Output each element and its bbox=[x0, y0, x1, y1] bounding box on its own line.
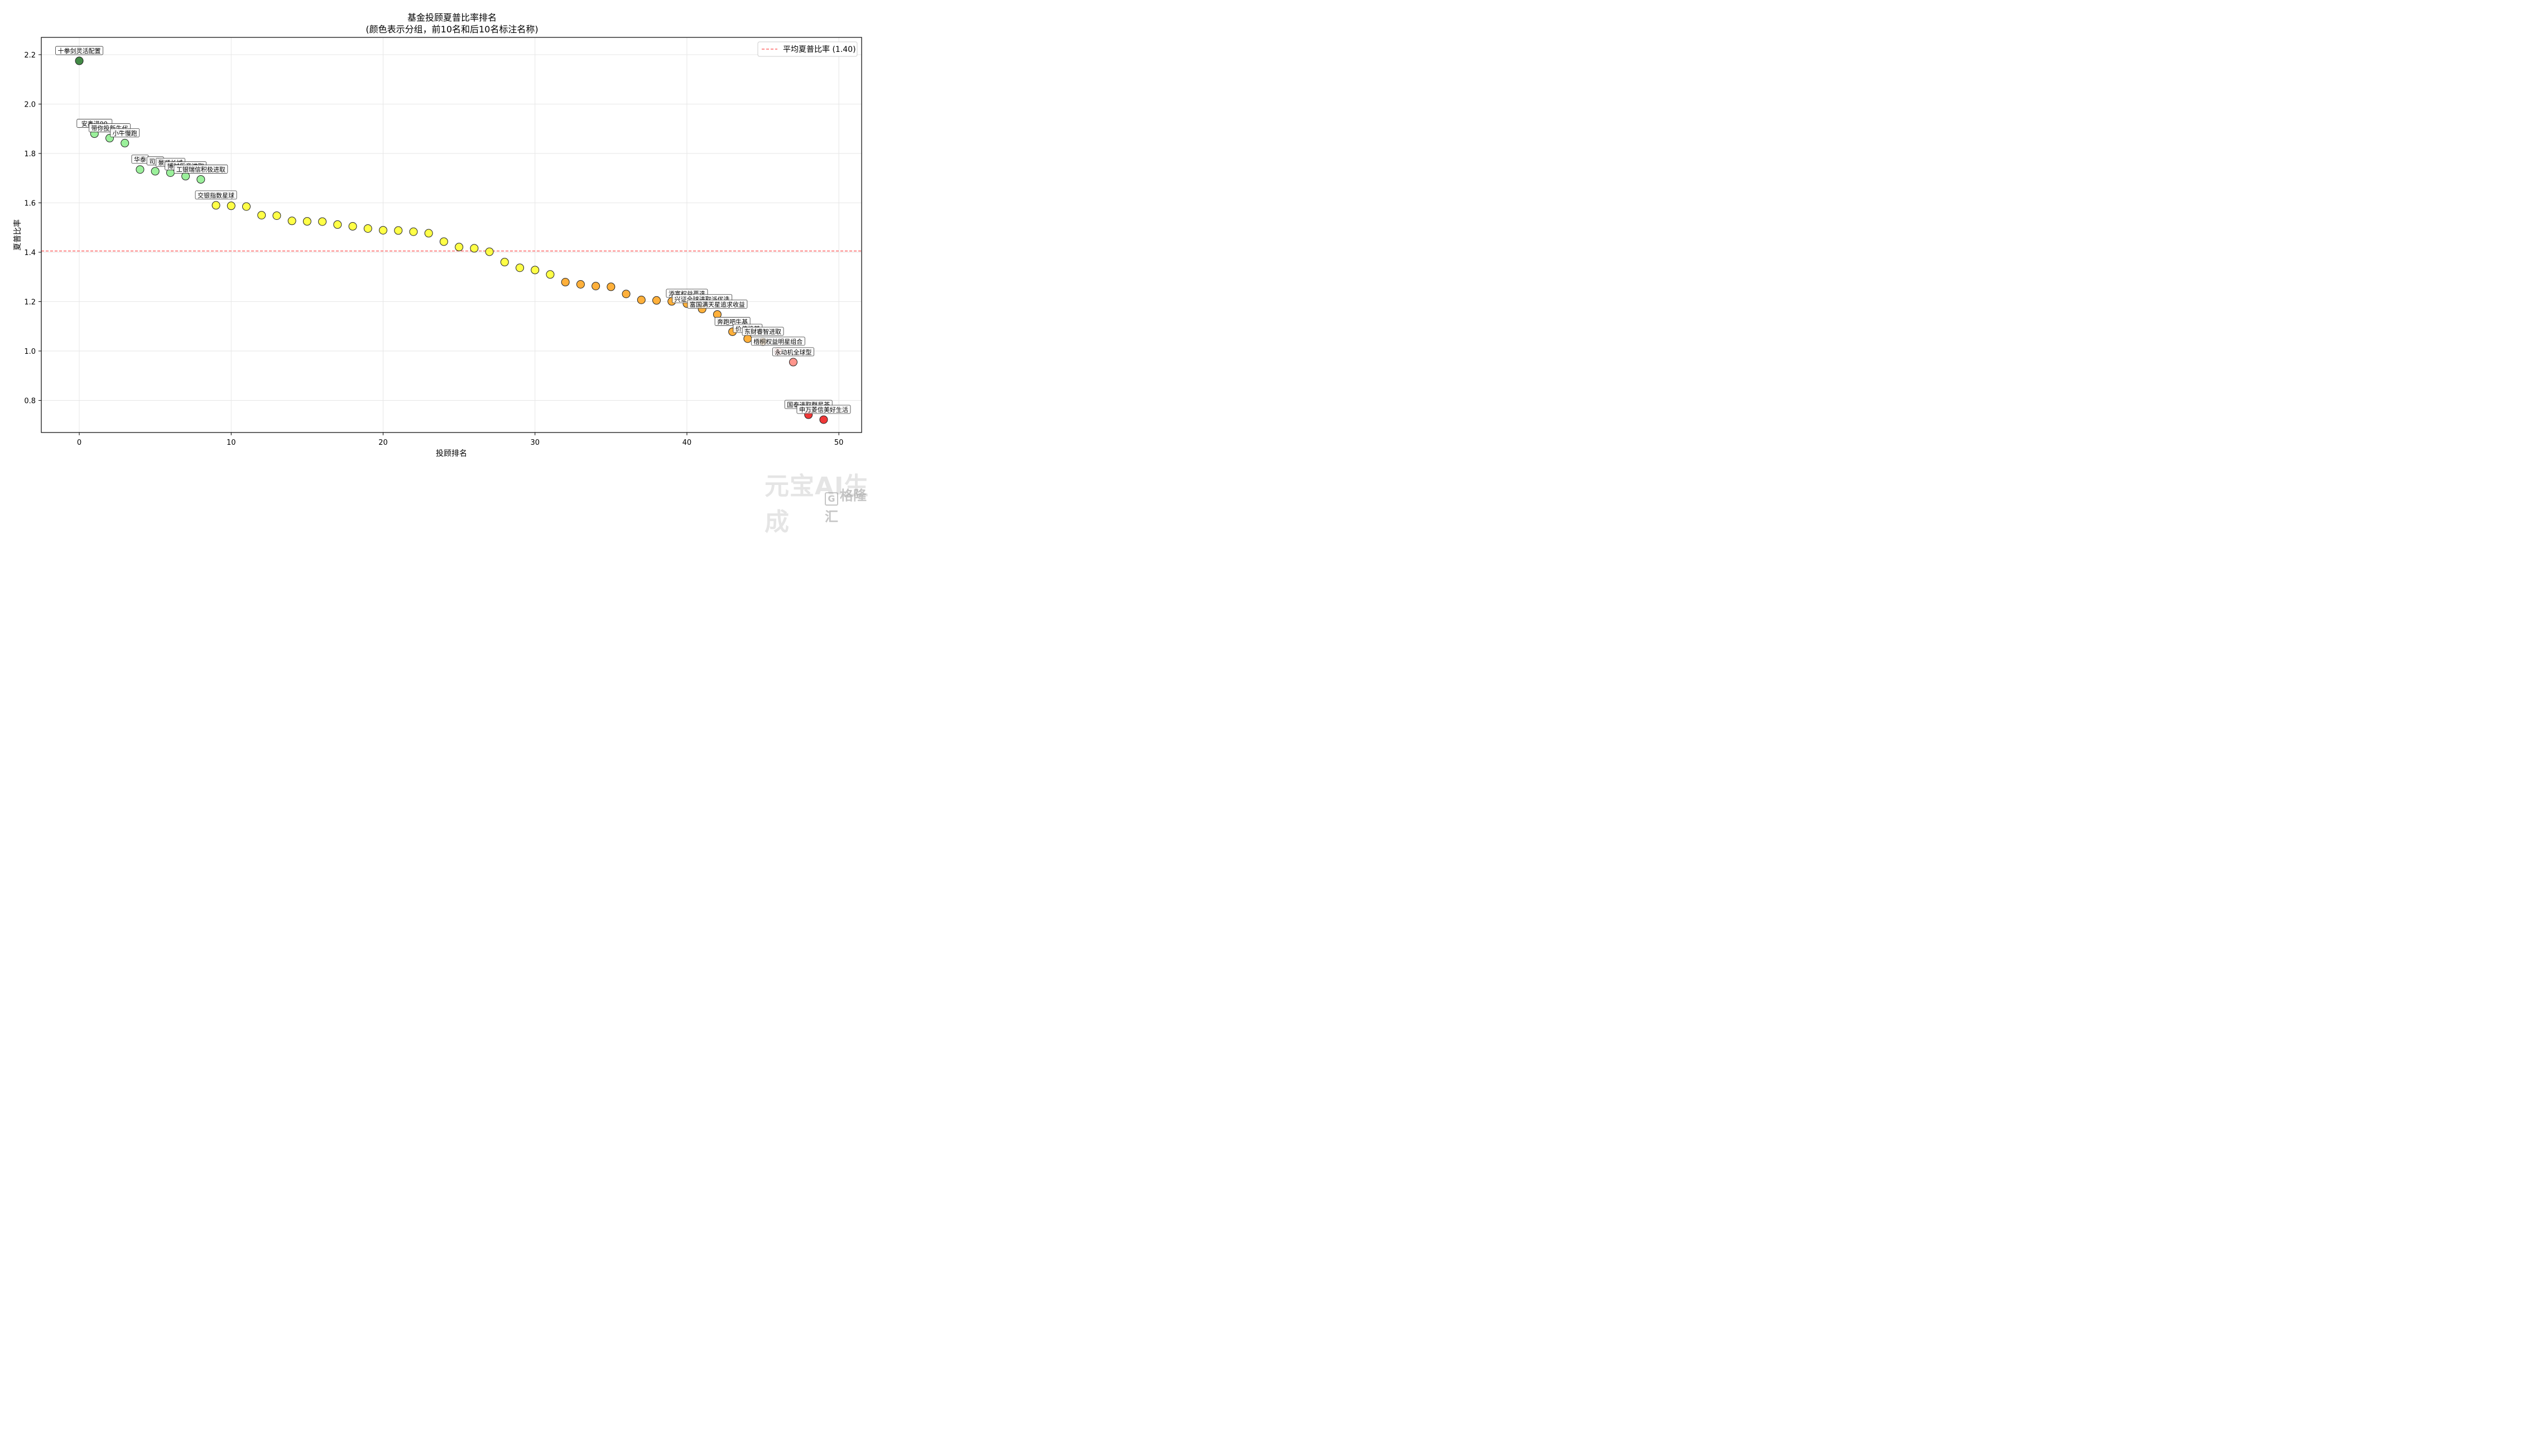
y-tick-label: 1.0 bbox=[24, 348, 36, 356]
point-label: 东财睿智进取 bbox=[744, 328, 781, 335]
data-point bbox=[743, 334, 752, 343]
data-point bbox=[622, 290, 631, 299]
data-point bbox=[394, 226, 403, 235]
x-tick-label: 30 bbox=[530, 439, 540, 447]
x-tick-label: 0 bbox=[77, 439, 81, 447]
y-tick-label: 1.8 bbox=[24, 150, 36, 158]
point-label-box bbox=[687, 300, 748, 309]
point-label: 梧桐权益明星组合 bbox=[753, 338, 802, 345]
x-tick-label: 40 bbox=[682, 439, 692, 447]
point-label-box bbox=[772, 347, 814, 357]
x-tick-label: 10 bbox=[227, 439, 236, 447]
y-tick-label: 1.4 bbox=[24, 249, 36, 257]
data-point bbox=[531, 266, 540, 275]
chart-subtitle: (颜色表示分组，前10名和后10名标注名称) bbox=[366, 24, 538, 35]
legend-label: 平均夏普比率 (1.40) bbox=[783, 45, 856, 54]
point-label-box bbox=[110, 128, 140, 137]
watermark-brand: G 格隆汇 bbox=[825, 484, 875, 525]
data-point bbox=[287, 217, 296, 225]
data-point bbox=[561, 278, 570, 287]
data-point bbox=[576, 280, 585, 289]
data-point bbox=[379, 226, 387, 235]
watermark-brand-name: 格隆汇 bbox=[825, 488, 867, 525]
data-point bbox=[819, 415, 828, 424]
point-label: 工银瑞信积极进取 bbox=[176, 165, 225, 173]
data-point bbox=[485, 247, 494, 256]
point-label-box bbox=[742, 326, 784, 336]
data-point bbox=[455, 243, 464, 252]
axes: 0 10 20 30 40 50 0.8 1.0 1.2 1.4 1.6 1.8 2.0 2.2 bbox=[24, 51, 843, 447]
data-point bbox=[272, 211, 281, 220]
data-point bbox=[652, 296, 661, 305]
x-tick-label: 20 bbox=[378, 439, 388, 447]
data-point bbox=[424, 229, 433, 238]
data-point bbox=[227, 201, 235, 210]
x-tick-label: 50 bbox=[834, 439, 844, 447]
y-tick-label: 1.2 bbox=[24, 298, 36, 306]
point-label-box bbox=[195, 190, 237, 200]
y-tick-label: 0.8 bbox=[24, 397, 36, 405]
data-point bbox=[348, 222, 357, 231]
data-point bbox=[789, 358, 797, 367]
brand-logo-icon: G bbox=[825, 492, 838, 506]
point-label: 小牛慢跑 bbox=[113, 129, 137, 137]
point-label-box bbox=[751, 337, 805, 346]
point-label: 十拳剑灵活配置 bbox=[58, 47, 101, 55]
point-label: 富国满天星追求收益 bbox=[690, 300, 745, 308]
point-label: 奔跑吧牛基 bbox=[717, 318, 748, 325]
point-labels: 十拳剑灵活配置安鑫进90带你投新生代小牛慢跑华泰司南景顺长城博时乐意进取工银瑞信… bbox=[55, 46, 851, 414]
data-point bbox=[75, 56, 84, 65]
data-point bbox=[136, 165, 145, 174]
point-label-box bbox=[174, 165, 228, 174]
legend-box bbox=[757, 41, 858, 57]
data-point bbox=[242, 202, 251, 211]
y-tick-label: 2.0 bbox=[24, 100, 36, 109]
data-point bbox=[333, 220, 342, 229]
y-axis-label: 夏普比率 bbox=[13, 219, 22, 251]
grid-lines bbox=[41, 37, 862, 433]
point-label: 交银指数星球 bbox=[198, 191, 234, 199]
data-point bbox=[318, 217, 327, 226]
data-point bbox=[592, 282, 600, 291]
data-point bbox=[607, 282, 616, 291]
data-point bbox=[212, 201, 220, 210]
data-point bbox=[500, 258, 509, 267]
data-point bbox=[257, 211, 266, 220]
data-point bbox=[439, 237, 448, 246]
data-point bbox=[637, 295, 646, 304]
data-point bbox=[302, 217, 311, 226]
data-point bbox=[151, 167, 160, 176]
point-label: 华泰 bbox=[134, 156, 146, 164]
point-label: 申万菱信美好生活 bbox=[799, 406, 848, 414]
data-point bbox=[546, 270, 555, 279]
y-tick-label: 2.2 bbox=[24, 51, 36, 60]
data-point bbox=[409, 227, 418, 236]
point-label: 永动机全球型 bbox=[775, 348, 812, 356]
data-points bbox=[75, 56, 828, 424]
plot-frame bbox=[41, 37, 862, 433]
point-label-box bbox=[714, 317, 751, 326]
y-tick-label: 1.6 bbox=[24, 199, 36, 208]
watermark-text: 元宝AI生成 bbox=[765, 472, 869, 536]
data-point bbox=[470, 244, 479, 253]
x-axis-label: 投顾排名 bbox=[436, 449, 467, 458]
legend: 平均夏普比率 (1.40) bbox=[757, 41, 858, 57]
data-point bbox=[121, 138, 129, 147]
sharpe-ratio-scatter-chart: 基金投顾夏普比率排名 (颜色表示分组，前10名和后10名标注名称) 十拳剑灵活配… bbox=[0, 0, 875, 502]
point-label-box bbox=[796, 405, 851, 414]
data-point bbox=[363, 224, 372, 233]
point-label-box bbox=[55, 46, 103, 55]
data-point bbox=[196, 175, 205, 184]
data-point bbox=[516, 263, 524, 272]
chart-title: 基金投顾夏普比率排名 bbox=[407, 12, 497, 23]
